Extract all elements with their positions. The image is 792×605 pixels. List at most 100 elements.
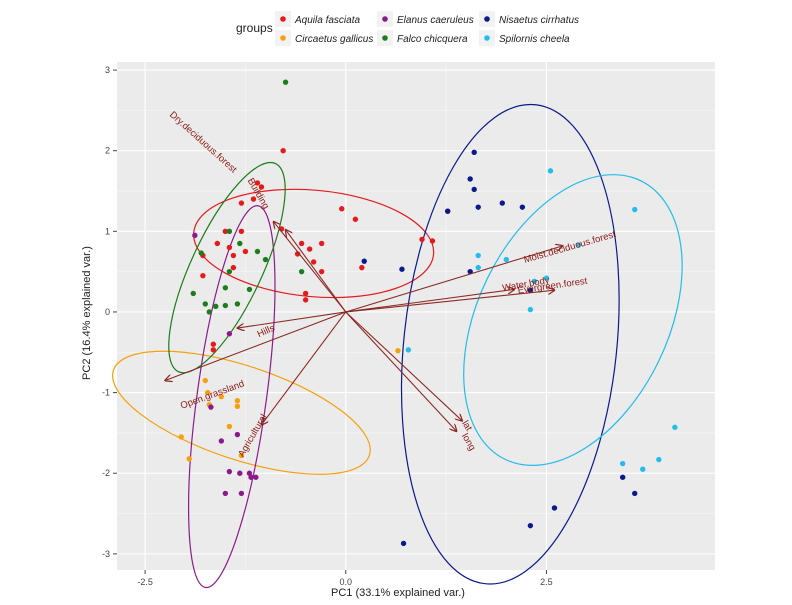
data-point — [226, 268, 233, 275]
panel-background — [117, 62, 715, 570]
data-point — [656, 456, 662, 463]
data-point — [445, 208, 451, 214]
data-point — [361, 258, 367, 264]
legend-marker — [484, 16, 490, 22]
data-point — [218, 393, 225, 400]
data-point — [248, 474, 254, 480]
legend-label: Falco chicquera — [397, 34, 468, 45]
data-point — [234, 431, 241, 438]
data-point — [359, 264, 365, 271]
legend-marker — [382, 35, 388, 41]
data-point — [352, 216, 359, 222]
x-axis-label: PC1 (33.1% explained var.) — [331, 587, 465, 599]
data-point — [547, 168, 554, 174]
data-point — [399, 266, 405, 272]
data-point — [405, 347, 412, 353]
y-tick-label: 1 — [105, 226, 110, 236]
data-point — [238, 490, 245, 497]
data-point — [222, 285, 229, 291]
data-point — [238, 452, 245, 459]
data-point — [208, 404, 214, 410]
data-points — [178, 79, 678, 547]
y-axis-label: PC2 (16.4% explained var.) — [81, 246, 93, 380]
data-point — [205, 389, 211, 396]
data-point — [234, 301, 241, 307]
data-point — [178, 434, 184, 440]
loading-arrow — [261, 311, 347, 425]
data-point — [222, 302, 229, 309]
data-point — [230, 252, 237, 259]
data-point — [672, 424, 678, 430]
data-point — [226, 423, 233, 430]
legend-marker — [484, 35, 490, 41]
data-point — [475, 264, 481, 271]
loading-arrow — [345, 246, 563, 313]
loading-arrow — [286, 230, 347, 313]
data-point — [226, 228, 233, 235]
plot-panel: Dry.deciduous.forestBuildingMoist.decidu… — [112, 62, 715, 589]
data-point — [467, 176, 473, 182]
group-ellipse — [188, 205, 276, 589]
data-point — [210, 347, 217, 353]
data-point — [198, 250, 204, 256]
data-point — [619, 474, 626, 480]
data-point — [471, 186, 477, 193]
data-point — [551, 505, 558, 511]
data-point — [575, 242, 582, 248]
data-point — [202, 377, 208, 384]
data-point — [206, 309, 213, 315]
y-tick-label: 2 — [105, 146, 110, 156]
data-point — [250, 196, 257, 202]
loading-arrow — [345, 290, 555, 313]
data-point — [234, 403, 241, 410]
y-tick-label: -3 — [102, 549, 110, 559]
data-point — [400, 540, 407, 547]
group-ellipse — [463, 174, 683, 466]
legend-label: Nisaetus cirrhatus — [499, 15, 579, 26]
data-point — [619, 460, 626, 467]
data-point — [254, 248, 261, 255]
loading-arrow — [237, 311, 346, 328]
data-point — [226, 244, 233, 251]
data-point — [318, 268, 325, 275]
legend-marker — [382, 16, 388, 22]
x-axis-ticks: -2.5 0.0 2.5 — [137, 570, 553, 587]
y-tick-label: 3 — [105, 65, 110, 75]
data-point — [294, 251, 301, 257]
data-point — [543, 275, 550, 281]
data-point — [306, 246, 313, 252]
data-point — [222, 228, 229, 235]
data-point — [253, 474, 259, 480]
data-point — [640, 466, 646, 472]
data-point — [210, 341, 217, 347]
data-point — [213, 303, 219, 310]
data-point — [632, 490, 638, 497]
group-ellipse — [168, 161, 286, 374]
data-point — [254, 180, 261, 186]
ellipses — [112, 103, 683, 589]
data-point — [238, 228, 245, 235]
data-point — [632, 206, 638, 213]
y-tick-label: -1 — [102, 388, 110, 398]
group-ellipse — [193, 188, 435, 299]
data-point — [302, 290, 309, 297]
data-point — [475, 204, 481, 210]
grid-major — [117, 62, 715, 570]
data-point — [234, 397, 241, 404]
data-point — [218, 438, 225, 444]
data-point — [499, 200, 505, 206]
legend-label: Spilornis cheela — [499, 34, 570, 45]
data-point — [298, 268, 305, 275]
legend-label: Aquila fasciata — [294, 15, 360, 26]
y-tick-label: 0 — [105, 307, 110, 317]
loading-arrow — [165, 311, 346, 381]
data-point — [519, 204, 526, 210]
data-point — [339, 206, 345, 212]
data-point — [310, 259, 317, 265]
data-point — [186, 456, 192, 462]
data-point — [238, 200, 245, 206]
data-point — [298, 240, 305, 247]
data-point — [192, 232, 198, 239]
data-point — [202, 301, 208, 307]
